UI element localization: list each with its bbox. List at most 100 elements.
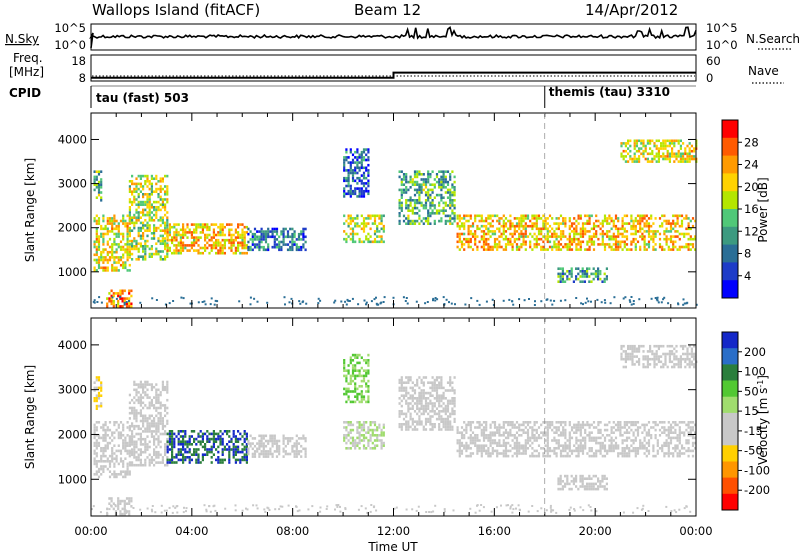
echo-cell: [144, 383, 147, 386]
echo-cell: [407, 402, 410, 405]
echo-cell: [362, 182, 366, 185]
echo-cell: [144, 229, 147, 232]
echo-cell: [453, 199, 456, 202]
echo-cell: [193, 236, 196, 239]
echo-cell: [243, 432, 246, 436]
echo-cell: [193, 453, 196, 456]
echo-cell: [159, 219, 162, 222]
echo-cell: [155, 409, 158, 412]
ground-scatter-cell: [575, 297, 578, 299]
echo-cell: [133, 443, 136, 446]
echo-cell: [652, 248, 655, 251]
echo-cell: [221, 228, 224, 232]
echo-cell: [633, 144, 636, 148]
echo-cell: [144, 247, 147, 251]
echo-cell: [496, 428, 499, 432]
echo-cell: [592, 224, 596, 228]
echo-cell: [356, 374, 359, 378]
echo-cell: [411, 423, 414, 426]
echo-cell: [672, 214, 675, 218]
echo-cell: [349, 390, 352, 393]
echo-cell: [555, 235, 558, 238]
echo-cell: [407, 222, 410, 225]
echo-cell: [621, 248, 624, 251]
echo-cell: [190, 233, 193, 237]
echo-cell: [102, 235, 105, 238]
echo-cell: [581, 227, 585, 231]
echo-cell: [139, 255, 142, 258]
echo-cell: [686, 155, 689, 158]
echo-cell: [356, 444, 359, 447]
echo-cell: [467, 227, 470, 231]
echo-cell: [367, 400, 370, 404]
echo-cell: [111, 250, 114, 254]
echo-cell: [133, 383, 136, 386]
echo-cell: [668, 142, 671, 145]
echo-cell: [179, 430, 182, 433]
ground-scatter-cell: [317, 297, 320, 300]
echo-cell: [551, 421, 554, 424]
echo-cell: [621, 452, 624, 455]
echo-cell: [362, 439, 366, 442]
echo-cell: [623, 454, 626, 458]
echo-cell: [612, 426, 615, 429]
echo-cell: [351, 176, 355, 180]
echo-cell: [289, 245, 292, 249]
ground-scatter-cell: [344, 300, 347, 303]
echo-cell: [378, 214, 381, 218]
echo-cell: [351, 174, 355, 177]
echo-cell: [520, 219, 523, 223]
echo-cell: [376, 235, 379, 238]
echo-cell: [360, 179, 363, 183]
echo-cell: [533, 243, 536, 246]
echo-cell: [369, 434, 372, 437]
echo-cell: [420, 191, 423, 194]
echo-cell: [153, 419, 156, 423]
echo-cell: [562, 454, 565, 458]
ground-scatter-cell: [213, 303, 216, 306]
echo-cell: [260, 450, 263, 453]
echo-cell: [159, 242, 162, 245]
echo-cell: [575, 275, 578, 278]
echo-cell: [232, 244, 235, 247]
echo-cell: [570, 224, 574, 228]
echo-cell: [586, 230, 589, 233]
echo-cell: [289, 452, 292, 456]
echo-cell: [182, 223, 185, 226]
echo-cell: [427, 175, 430, 179]
echo-cell: [491, 230, 494, 233]
echo-cell: [358, 400, 361, 404]
echo-cell: [371, 222, 374, 225]
echo-cell: [223, 244, 226, 247]
echo-cell: [362, 398, 366, 401]
echo-cell: [115, 227, 118, 231]
echo-cell: [665, 219, 668, 223]
echo-cell: [356, 217, 359, 220]
echo-cell: [535, 243, 538, 246]
echo-cell: [431, 170, 434, 173]
echo-cell: [304, 455, 307, 458]
echo-cell: [354, 224, 357, 228]
echo-cell: [190, 430, 193, 433]
echo-cell: [413, 389, 417, 392]
echo-cell: [349, 423, 352, 427]
echo-cell: [223, 241, 226, 245]
echo-cell: [146, 417, 149, 420]
echo-cell: [373, 423, 377, 427]
echo-cell: [100, 186, 103, 189]
echo-cell: [241, 456, 244, 459]
echo-cell: [210, 244, 213, 247]
echo-cell: [431, 415, 434, 418]
echo-cell: [234, 440, 237, 443]
echo-cell: [251, 452, 254, 456]
echo-cell: [496, 245, 499, 249]
echo-cell: [175, 238, 178, 242]
echo-cell: [258, 439, 261, 443]
echo-cell: [526, 439, 530, 442]
echo-cell: [367, 387, 370, 391]
echo-cell: [489, 245, 492, 249]
echo-cell: [164, 432, 167, 436]
echo-cell: [193, 249, 196, 252]
echo-cell: [460, 441, 464, 445]
echo-cell: [575, 245, 578, 249]
